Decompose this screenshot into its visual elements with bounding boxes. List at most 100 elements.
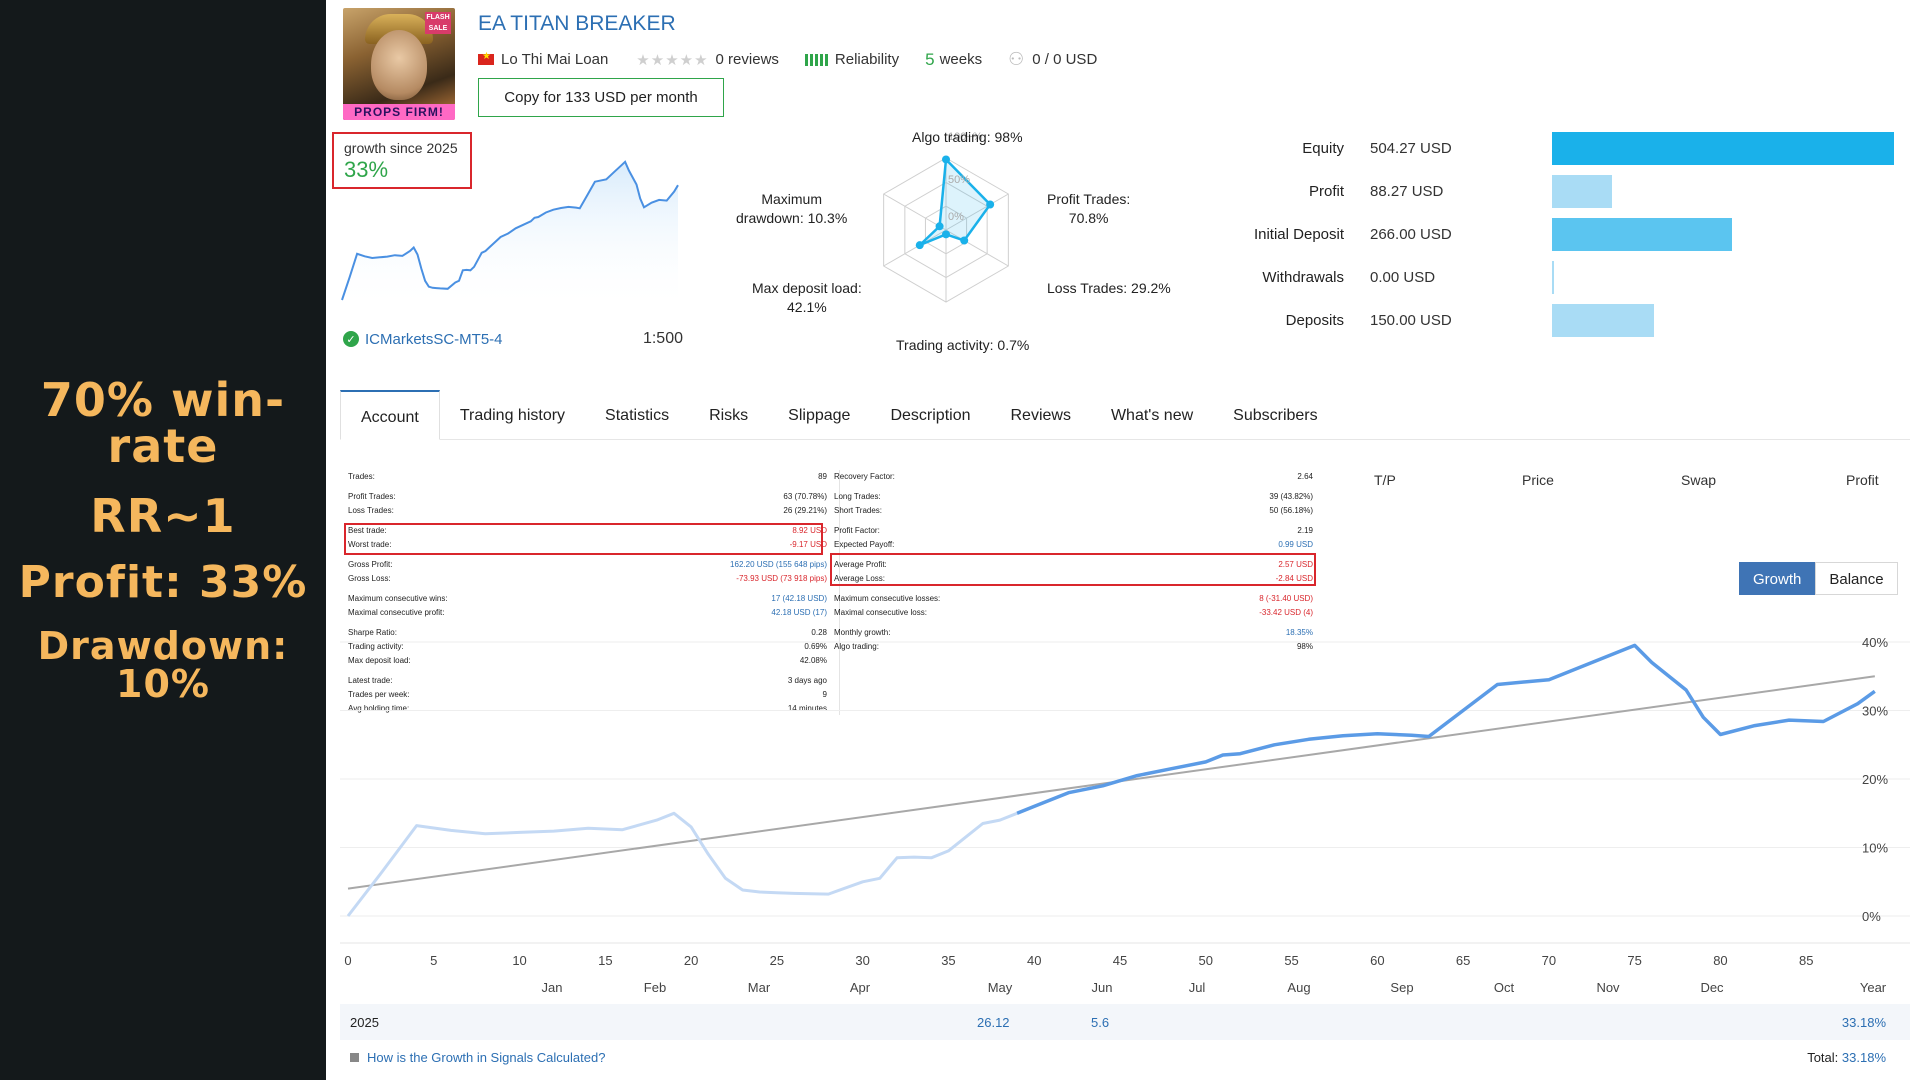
tab-subscribers[interactable]: Subscribers [1233, 407, 1318, 424]
footer-total-label: Total: [1807, 1050, 1839, 1065]
stat-key: Average Profit: [834, 560, 887, 569]
copy-signal-button[interactable]: Copy for 133 USD per month [478, 78, 724, 117]
stats-right-column: Recovery Factor: 2.64 Long Trades: 39 (43.8… [830, 470, 1317, 654]
stat-value: 26 (29.21%) [783, 506, 827, 515]
radar-point [986, 200, 995, 209]
col-header-price[interactable]: Price [1522, 472, 1554, 488]
growth-help-text[interactable]: How is the Growth in Signals Calculated? [367, 1050, 606, 1065]
stat-row: Profit Trades: 63 (70.78%) [344, 490, 831, 504]
stat-key: Gross Profit: [348, 560, 393, 569]
stat-value: 0.28 [811, 628, 827, 637]
year-summary-row: 2025 26.12 5.6 33.18% [340, 1004, 1910, 1040]
finance-value: 504.27 USD [1370, 140, 1452, 157]
server-row: ✓ ICMarketsSC-MT5-4 1:500 [343, 330, 683, 348]
finance-row: Equity 504.27 USD [1226, 132, 1894, 175]
radar-ring-label: 100+% [948, 131, 983, 143]
tab-risks[interactable]: Risks [709, 407, 749, 424]
month-label: Apr [850, 980, 871, 995]
growth-line-recent [1016, 643, 1876, 815]
summary-may[interactable]: 26.12 [977, 1015, 1010, 1030]
growth-help-link[interactable]: How is the Growth in Signals Calculated? [350, 1050, 605, 1065]
finance-bars: Equity 504.27 USD Profit 88.27 USD Initial D… [1226, 132, 1894, 347]
radar-deposit-load-text: Max deposit load: [752, 280, 862, 296]
x-tick-label: 20 [684, 953, 698, 968]
info-square-icon [350, 1053, 359, 1062]
reviews-count[interactable]: 0 reviews [715, 51, 779, 68]
growth-chart: 0% 10% 20% 30% 40% 0 5 10 15 20 25 30 35 40 45 50 55 60 65… [340, 635, 1910, 995]
stat-key: Maximum consecutive wins: [348, 594, 448, 603]
finance-value: 88.27 USD [1370, 183, 1444, 200]
growth-toggle-button[interactable]: Growth [1739, 562, 1816, 595]
stat-row: Sharpe Ratio: 0.28 [344, 626, 831, 640]
radar-label-algo: Algo trading: 98% [912, 129, 1023, 145]
x-tick-label: 15 [598, 953, 612, 968]
account-statistics: Trades: 89 Profit Trades: 63 (70.78%) Loss T… [344, 470, 1316, 720]
stat-row: Trades: 89 [344, 470, 831, 484]
footer-total: Total: 33.18% [1807, 1050, 1886, 1065]
stat-key: Expected Payoff: [834, 540, 895, 549]
finance-bar [1552, 132, 1894, 165]
tab-what-s-new[interactable]: What's new [1110, 407, 1194, 424]
tab-description[interactable]: Description [890, 407, 971, 424]
tab-reviews[interactable]: Reviews [1010, 407, 1071, 424]
signal-avatar[interactable]: FLASH SALE PROPS FIRM! [343, 8, 455, 120]
radar-spoke [945, 193, 1009, 231]
stat-row: Worst trade: -9.17 USD [344, 538, 831, 552]
growth-sparkline [341, 160, 679, 310]
radar-point [915, 241, 924, 250]
stats-left-column: Trades: 89 Profit Trades: 63 (70.78%) Loss T… [344, 470, 831, 716]
stat-value: 3 days ago [787, 676, 827, 685]
balance-toggle-button[interactable]: Balance [1815, 562, 1898, 595]
stat-row: Maximum consecutive losses: 8 (-31.40 USD… [830, 592, 1317, 606]
col-header-profit[interactable]: Profit [1846, 472, 1879, 488]
finance-label: Withdrawals [1262, 269, 1344, 286]
chart-mode-toggle: Growth Balance [1739, 562, 1898, 595]
month-label: Year [1860, 980, 1887, 995]
stat-row: Gross Profit: 162.20 USD (155 648 pips) [344, 558, 831, 572]
stat-key: Max deposit load: [348, 656, 411, 665]
subscribers-icon: ⚇ [1008, 49, 1025, 69]
x-tick-label: 10 [512, 953, 526, 968]
stat-row: Profit Factor: 2.19 [830, 524, 1317, 538]
finance-label: Equity [1302, 140, 1344, 157]
stat-value: 17 (42.18 USD) [771, 594, 827, 603]
stat-row: Avg holding time: 14 minutes [344, 702, 831, 716]
tab-statistics[interactable]: Statistics [605, 407, 670, 424]
stat-value: 2.19 [1297, 526, 1313, 535]
sparkline-line [341, 160, 679, 301]
finance-label: Initial Deposit [1253, 226, 1344, 243]
tab-account[interactable]: Account [340, 390, 440, 440]
stat-key: Maximum consecutive losses: [834, 594, 941, 603]
tab-slippage[interactable]: Slippage [788, 407, 851, 424]
author-link[interactable]: Lo Thi Mai Loan [501, 51, 609, 68]
radar-deposit-load-value: 42.1% [787, 298, 827, 315]
stat-key: Algo trading: [834, 642, 879, 651]
finance-bar [1552, 175, 1612, 208]
month-label: Aug [1287, 980, 1310, 995]
x-tick-label: 25 [770, 953, 784, 968]
tab-trading-history[interactable]: Trading history [459, 407, 566, 424]
x-tick-label: 5 [430, 953, 437, 968]
stat-value: 8.92 USD [792, 526, 827, 535]
stat-key: Average Loss: [834, 574, 885, 583]
signal-title[interactable]: EA TITAN BREAKER [478, 12, 676, 35]
stat-key: Worst trade: [348, 540, 392, 549]
col-header-tp[interactable]: T/P [1374, 472, 1396, 488]
broker-server-link[interactable]: ICMarketsSC-MT5-4 [365, 330, 503, 348]
summary-jun[interactable]: 5.6 [1091, 1015, 1110, 1030]
avatar-sale-badge: FLASH SALE [425, 12, 451, 34]
weeks-label: weeks [939, 51, 983, 68]
stat-row: Maximal consecutive profit: 42.18 USD (17… [344, 606, 831, 620]
radar-point [942, 155, 950, 164]
month-label: May [988, 980, 1013, 995]
radar-spoke [883, 193, 947, 231]
y-tick-label: 40% [1862, 635, 1888, 650]
radar-chart: 100+% 50% 0% Algo trading: 98% Profit Trad… [736, 120, 1176, 360]
col-header-swap[interactable]: Swap [1681, 472, 1717, 488]
x-tick-label: 70 [1542, 953, 1556, 968]
finance-row: Deposits 150.00 USD [1226, 304, 1826, 347]
radar-label-loss-trades: Loss Trades: 29.2% [1047, 280, 1171, 296]
radar-point [942, 230, 950, 239]
signal-meta: Lo Thi Mai Loan ★★★★★ 0 reviews Reliabil… [478, 49, 1097, 70]
finance-row: Withdrawals 0.00 USD [1226, 261, 1826, 304]
